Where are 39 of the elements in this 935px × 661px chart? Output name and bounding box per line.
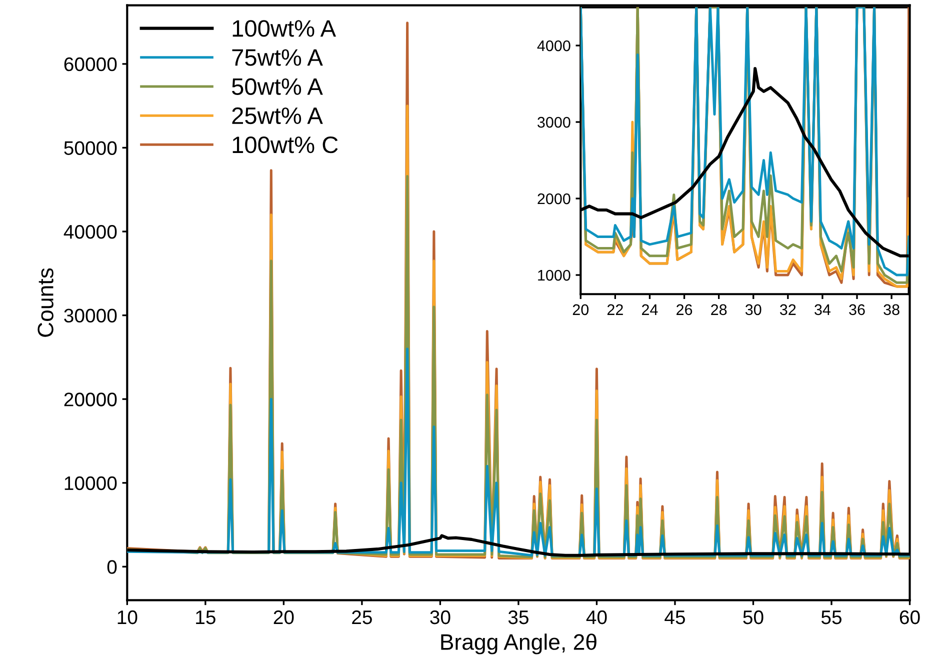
y-tick-label: 10000 <box>64 476 117 490</box>
x-tick-label: 36 <box>849 304 865 316</box>
legend-label: 100wt% A <box>232 20 336 37</box>
y-tick-label: 3000 <box>538 116 570 128</box>
y-tick-label: 1000 <box>538 270 570 281</box>
legend-label: 75wt% A <box>232 49 323 66</box>
x-tick-label: 30 <box>430 610 450 624</box>
y-tick-label: 50000 <box>64 141 117 155</box>
x-tick-label: 38 <box>884 304 900 316</box>
x-axis-title: Bragg Angle, 2θ <box>441 634 596 654</box>
legend-label: 25wt% A <box>232 107 323 124</box>
x-tick-label: 40 <box>586 610 607 624</box>
x-tick-label: 32 <box>780 304 796 316</box>
x-tick-label: 30 <box>745 304 762 316</box>
x-tick-label: 20 <box>572 304 589 316</box>
x-tick-label: 35 <box>508 610 528 624</box>
y-tick-label: 40000 <box>64 224 117 239</box>
y-tick-label: 60000 <box>64 57 117 72</box>
y-tick-label: 20000 <box>64 392 117 406</box>
y-tick-label: 4000 <box>537 40 570 52</box>
x-tick-label: 34 <box>814 304 831 316</box>
x-tick-label: 24 <box>642 304 658 315</box>
x-tick-label: 55 <box>821 610 842 624</box>
x-tick-label: 45 <box>664 610 685 624</box>
x-tick-label: 15 <box>196 610 216 624</box>
legend-label: 100wt% C <box>232 136 338 154</box>
legend-label: 50wt% A <box>232 78 323 95</box>
x-tick-label: 28 <box>711 304 727 316</box>
x-tick-label: 60 <box>900 610 920 624</box>
x-tick-label: 26 <box>676 304 692 316</box>
y-tick-label: 2000 <box>538 193 570 204</box>
x-tick-label: 10 <box>118 610 138 624</box>
x-tick-label: 25 <box>352 610 372 624</box>
x-tick-label: 22 <box>607 304 623 315</box>
x-tick-label: 20 <box>274 610 294 624</box>
y-tick-label: 0 <box>107 560 117 574</box>
y-tick-label: 30000 <box>64 308 117 323</box>
y-axis-title: Counts <box>38 268 54 337</box>
x-tick-label: 50 <box>743 610 764 624</box>
